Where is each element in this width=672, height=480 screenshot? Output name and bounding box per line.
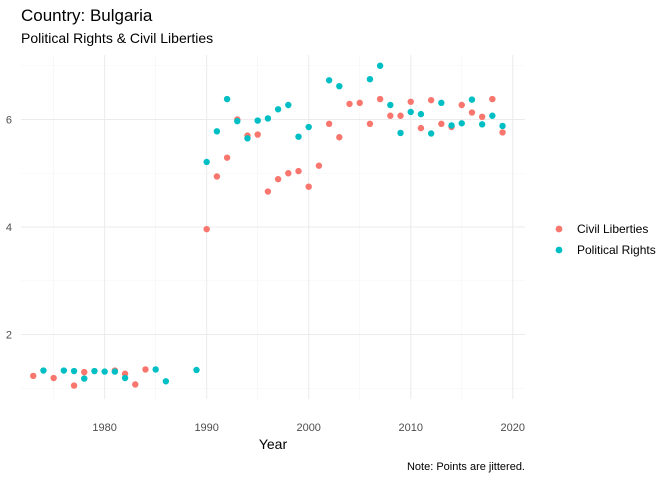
chart-subtitle: Political Rights & Civil Liberties [21,30,213,46]
data-point [438,99,445,107]
data-point [40,367,47,374]
data-point [468,96,476,103]
data-point [499,122,506,130]
data-point [489,95,496,103]
data-point [478,121,486,128]
y-tick-label: 4 [6,222,12,234]
series-civil-liberties [30,95,506,389]
data-point [213,173,221,180]
grid [21,55,525,399]
chart-caption: Note: Points are jittered. [407,461,525,473]
data-point [499,129,506,136]
x-tick-label: 2020 [501,422,525,434]
data-point [427,96,435,104]
data-point [407,98,414,105]
x-axis-ticks: 1980 1990 2000 2010 2020 [92,422,525,434]
data-point [376,95,384,103]
data-point [274,106,282,113]
series-political-rights [40,62,506,385]
data-point [295,167,302,175]
data-point [254,117,261,124]
data-point [366,75,374,83]
data-point [438,120,445,128]
data-point [101,368,108,375]
legend-label: Civil Liberties [577,222,648,236]
data-point [305,183,312,190]
legend-key [555,225,563,233]
data-point [234,117,241,125]
legend: Civil Liberties Political Rights [555,222,656,257]
x-axis-title: Year [259,436,288,452]
data-point [81,375,88,382]
plot-area [21,55,525,399]
data-point [162,378,170,385]
data-point [244,135,251,142]
data-points [30,62,506,389]
data-point [468,109,476,116]
data-point [458,120,465,127]
data-point [264,188,272,195]
data-point [203,225,210,233]
data-point [142,366,149,373]
x-tick-label: 2010 [398,422,422,434]
legend-key [555,246,563,254]
data-point [427,130,435,137]
data-point [407,108,414,116]
y-tick-label: 6 [6,115,12,127]
data-point [315,162,323,169]
x-tick-label: 1990 [194,422,218,434]
y-axis-ticks: 2 4 6 [6,115,12,342]
x-tick-label: 1980 [92,422,116,434]
data-point [121,374,129,382]
data-point [223,154,231,161]
data-point [132,381,139,388]
data-point [478,113,486,121]
data-point [305,123,312,131]
chart-title: Country: Bulgaria [21,6,153,25]
data-point [417,110,425,118]
data-point [376,62,384,69]
data-point [111,368,119,375]
data-point [417,124,425,132]
data-point [295,133,302,140]
data-point [346,100,353,108]
data-point [223,95,231,103]
data-point [325,77,333,84]
data-point [336,134,343,141]
data-point [70,382,78,389]
data-point [285,101,292,109]
data-point [50,374,57,382]
data-point [366,120,374,128]
data-point [81,368,88,376]
data-point [387,101,394,109]
data-point [336,82,343,90]
data-point [325,120,333,128]
data-point [274,175,282,183]
data-point [60,367,68,374]
data-point [458,101,465,109]
data-point [397,112,404,119]
data-point [397,129,404,137]
data-point [203,158,210,166]
data-point [70,367,78,375]
legend-label: Political Rights [577,243,656,257]
data-point [152,366,159,373]
data-point [489,112,496,119]
data-point [91,367,98,375]
data-point [30,372,37,380]
data-point [264,115,272,122]
data-point [356,99,363,107]
y-tick-label: 2 [6,330,12,342]
data-point [387,112,394,119]
data-point [254,131,261,138]
data-point [285,170,292,177]
data-point [193,366,200,374]
x-tick-label: 2000 [296,422,320,434]
data-point [213,128,221,135]
data-point [448,122,455,129]
